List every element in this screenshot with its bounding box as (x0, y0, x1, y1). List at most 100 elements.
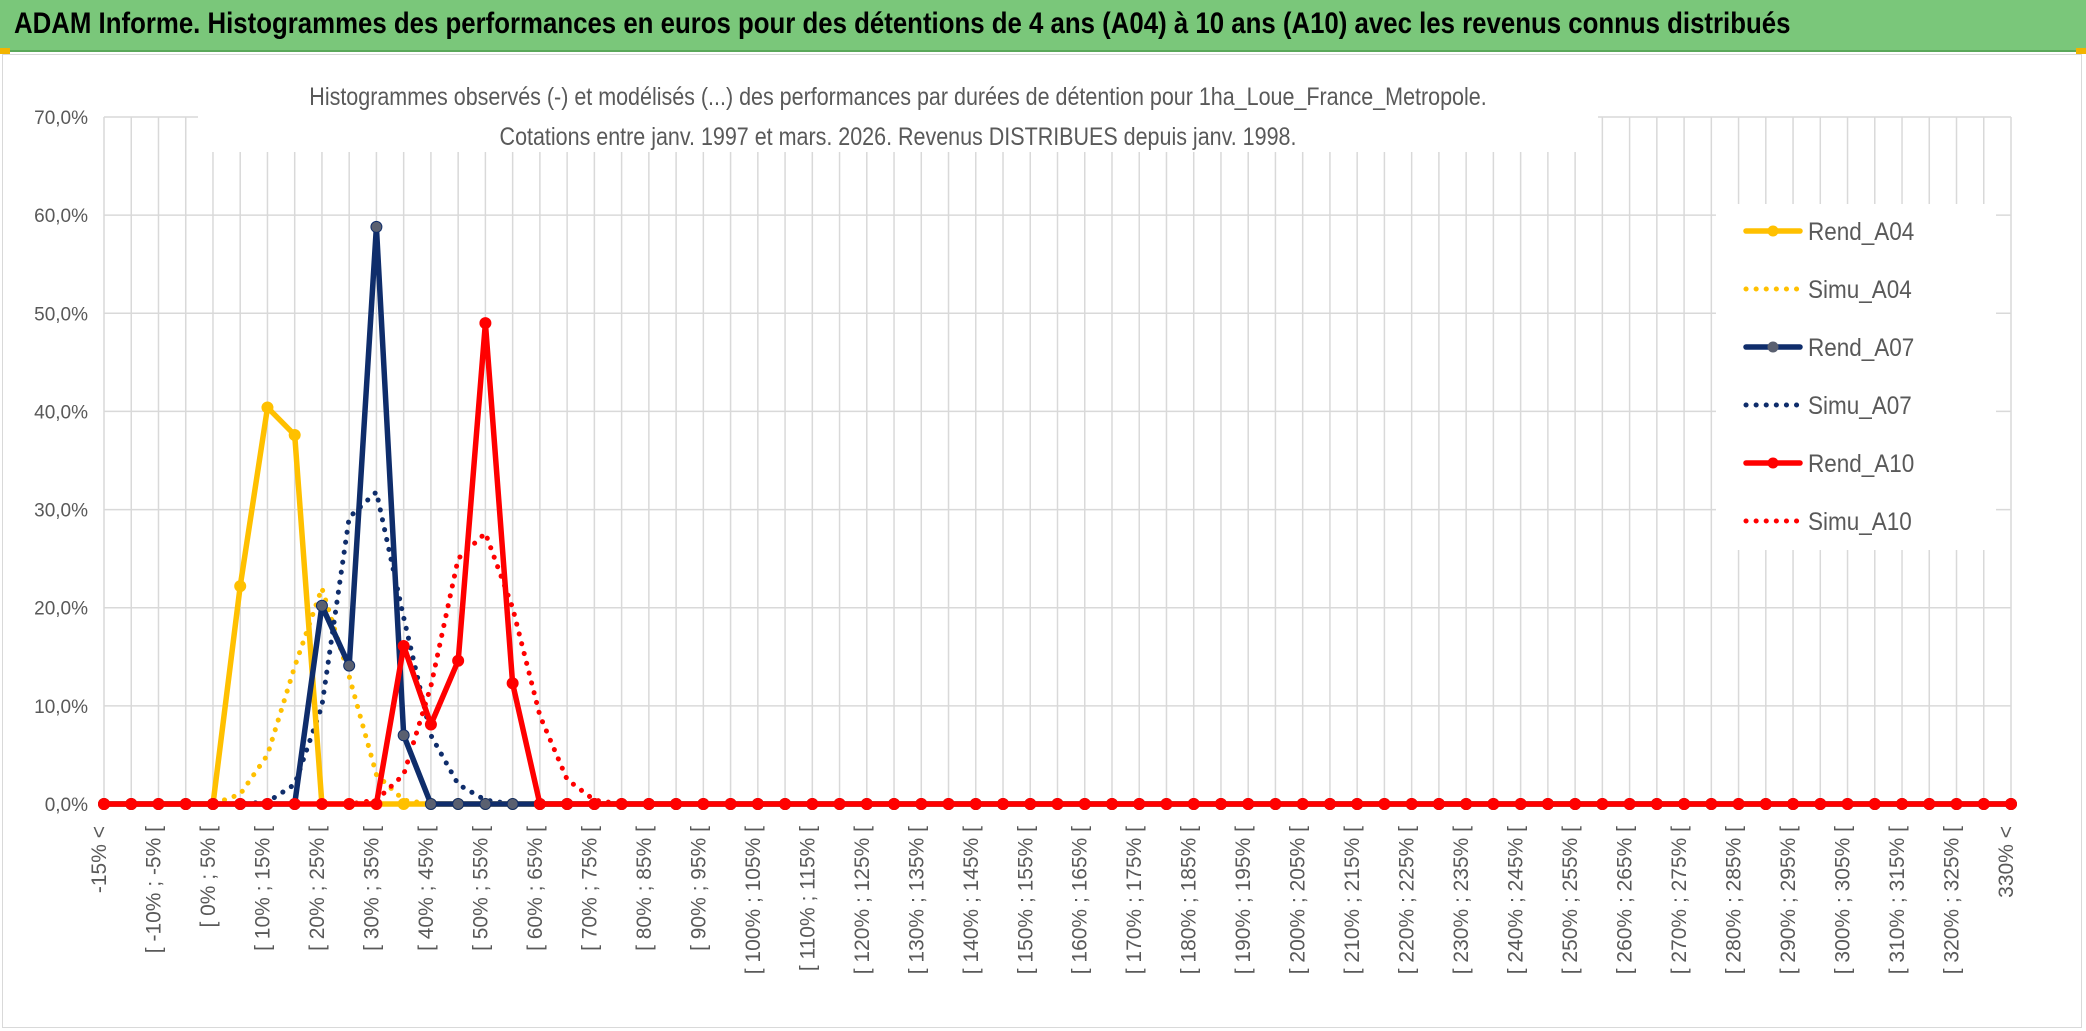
legend-marker-rend-a10 (1767, 457, 1779, 469)
data-point-rend-a10 (779, 798, 792, 810)
data-point-rend-a10 (1950, 798, 1963, 810)
x-tick-label: [ 160% ; 165% [ (1069, 826, 1092, 974)
x-tick-label: [ 320% ; 325% [ (1941, 826, 1964, 974)
data-point-rend-a10 (942, 798, 955, 810)
x-tick-label: [ -10% ; -5% [ (142, 826, 165, 953)
data-point-rend-a10 (1623, 798, 1636, 810)
data-point-rend-a07 (343, 659, 356, 672)
x-tick-label: [ 110% ; 115% [ (796, 826, 819, 971)
chart-area (2, 54, 2082, 1028)
data-point-rend-a10 (751, 798, 764, 810)
data-point-rend-a10 (1296, 798, 1309, 810)
y-tick-label: 70,0% (34, 108, 88, 129)
data-point-rend-a10 (234, 798, 247, 810)
data-point-rend-a10 (343, 798, 356, 810)
y-tick-label: 0,0% (45, 795, 88, 816)
x-tick-label: [ 40% ; 45% [ (415, 826, 438, 951)
data-point-rend-a10 (1487, 798, 1500, 810)
x-tick-label: [ 140% ; 145% [ (960, 826, 983, 974)
data-point-rend-a10 (1051, 798, 1064, 810)
x-tick-label: [ 250% ; 255% [ (1559, 826, 1582, 974)
data-point-rend-a07 (452, 798, 465, 810)
legend-label-simu-a07: Simu_A07 (1808, 392, 1912, 420)
x-tick-label: -15% < (88, 826, 111, 893)
data-point-rend-a04 (288, 428, 301, 441)
x-tick-label: [ 70% ; 75% [ (578, 826, 601, 951)
legend-label-simu-a10: Simu_A10 (1808, 508, 1912, 536)
y-axis-ticks: 0,0% 10,0% 20,0% 30,0% 40,0% 50,0% 60,0% 70,0% (34, 108, 88, 816)
report-banner: ADAM Informe. Histogrammes des performan… (0, 0, 2086, 52)
x-tick-label: [ 50% ; 55% [ (469, 826, 492, 951)
x-tick-label: [ 20% ; 25% [ (306, 826, 329, 951)
data-point-rend-a10 (1187, 798, 1200, 810)
x-tick-label: [ 230% ; 235% [ (1450, 826, 1473, 974)
data-point-rend-a10 (125, 798, 138, 810)
x-tick-label: [ 270% ; 275% [ (1668, 826, 1691, 974)
data-point-rend-a10 (724, 798, 737, 810)
data-point-rend-a10 (806, 798, 819, 810)
legend: Rend_A04 Simu_A04 Rend_A07 Simu_A07 Rend_A10… (1716, 204, 1996, 550)
x-tick-label: [ 80% ; 85% [ (633, 826, 656, 951)
corner-accent-right (2076, 48, 2086, 54)
data-point-rend-a10 (1678, 798, 1691, 810)
data-point-rend-a10 (1732, 798, 1745, 810)
data-point-rend-a10 (1596, 798, 1609, 810)
data-point-rend-a07 (506, 798, 519, 810)
data-point-rend-a07 (397, 729, 410, 742)
data-point-rend-a10 (1868, 798, 1881, 810)
x-tick-label: [ 220% ; 225% [ (1396, 826, 1419, 974)
data-point-rend-a10 (888, 798, 901, 810)
data-point-rend-a10 (424, 718, 437, 731)
x-tick-label: [ 280% ; 285% [ (1723, 826, 1746, 974)
data-point-rend-a10 (615, 798, 628, 810)
data-point-rend-a04 (234, 580, 247, 593)
data-point-rend-a10 (179, 798, 192, 810)
data-point-rend-a10 (1351, 798, 1364, 810)
x-tick-label: [ 240% ; 245% [ (1505, 826, 1528, 974)
data-point-rend-a10 (261, 798, 274, 810)
data-point-rend-a10 (1977, 798, 1990, 810)
data-point-rend-a10 (479, 317, 492, 330)
legend-marker-rend-a04 (1767, 225, 1779, 237)
x-tick-label: [ 180% ; 185% [ (1178, 826, 1201, 974)
data-point-rend-a10 (1650, 798, 1663, 810)
data-series (98, 220, 2017, 810)
x-tick-label: [ 0% ; 5% [ (197, 826, 220, 928)
data-point-rend-a10 (1787, 798, 1800, 810)
x-tick-label: [ 200% ; 205% [ (1287, 826, 1310, 974)
x-axis-ticks: -15% < [ -10% ; -5% [ [ 0% ; 5% [ [ 10% ; 1… (88, 826, 2018, 974)
data-point-rend-a10 (206, 798, 219, 810)
x-tick-label: [ 290% ; 295% [ (1777, 826, 1800, 974)
data-point-rend-a10 (1569, 798, 1582, 810)
x-tick-label: [ 100% ; 105% [ (742, 826, 765, 974)
data-point-rend-a10 (969, 798, 982, 810)
data-point-rend-a10 (452, 654, 465, 667)
data-point-rend-a04 (397, 798, 410, 810)
data-point-rend-a10 (1405, 798, 1418, 810)
data-point-rend-a10 (2005, 798, 2017, 810)
x-tick-label: [ 210% ; 215% [ (1341, 826, 1364, 974)
data-point-rend-a10 (98, 798, 110, 810)
legend-label-rend-a07: Rend_A07 (1808, 334, 1914, 362)
x-tick-label: [ 150% ; 155% [ (1014, 826, 1037, 974)
data-point-rend-a10 (697, 798, 710, 810)
data-point-rend-a10 (506, 677, 519, 690)
x-tick-label: [ 300% ; 305% [ (1832, 826, 1855, 974)
data-point-rend-a07 (424, 798, 437, 810)
x-tick-label: [ 90% ; 95% [ (687, 826, 710, 951)
y-tick-label: 50,0% (34, 304, 88, 325)
data-point-rend-a10 (670, 798, 683, 810)
x-tick-label: [ 30% ; 35% [ (360, 826, 383, 951)
x-tick-label: [ 130% ; 135% [ (905, 826, 928, 974)
data-point-rend-a10 (397, 639, 410, 652)
data-point-rend-a10 (1078, 798, 1091, 810)
data-point-rend-a10 (1814, 798, 1827, 810)
data-point-rend-a10 (1896, 798, 1909, 810)
data-point-rend-a10 (1269, 798, 1282, 810)
x-tick-label: [ 10% ; 15% [ (251, 826, 274, 951)
data-point-rend-a10 (1759, 798, 1772, 810)
legend-marker-rend-a07 (1767, 341, 1779, 353)
data-point-rend-a10 (1923, 798, 1936, 810)
chart-subtitle: Cotations entre janv. 1997 et mars. 2026… (500, 122, 1297, 150)
data-point-rend-a10 (1460, 798, 1473, 810)
